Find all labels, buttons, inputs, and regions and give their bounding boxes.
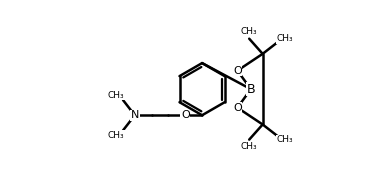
Text: CH₃: CH₃ bbox=[108, 91, 125, 100]
Text: CH₃: CH₃ bbox=[241, 28, 258, 37]
Text: B: B bbox=[247, 83, 255, 96]
Text: O: O bbox=[181, 110, 190, 120]
Text: CH₃: CH₃ bbox=[276, 34, 293, 43]
Text: CH₃: CH₃ bbox=[108, 131, 125, 140]
Text: CH₃: CH₃ bbox=[276, 135, 293, 144]
Text: CH₃: CH₃ bbox=[241, 142, 258, 151]
Text: O: O bbox=[233, 66, 242, 76]
Text: O: O bbox=[233, 103, 242, 113]
Text: N: N bbox=[131, 110, 139, 120]
